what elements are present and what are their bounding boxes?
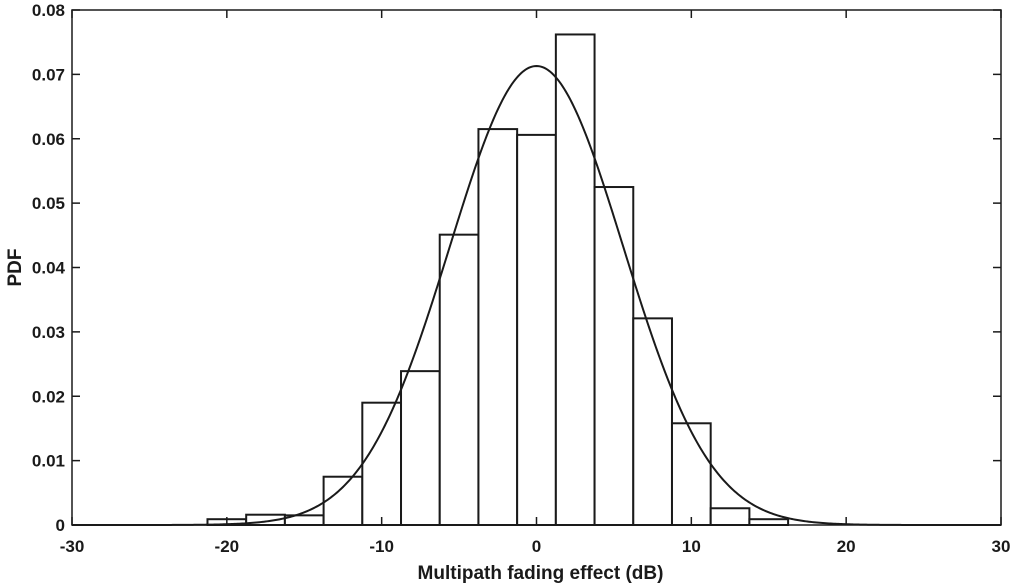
y-tick-label: 0: [56, 516, 65, 535]
y-axis-ticks: 0 0.01 0.02 0.03 0.04 0.05 0.06 0.07 0.08: [32, 1, 1001, 535]
histogram-bar: [516, 133, 557, 526]
histogram-bar: [477, 128, 519, 526]
histogram-bar: [709, 507, 751, 527]
x-tick-label: 20: [837, 537, 856, 556]
histogram-bar: [438, 233, 480, 526]
histogram-bar: [400, 370, 441, 526]
x-tick-label: 30: [992, 537, 1011, 556]
y-tick-label: 0.05: [32, 194, 65, 213]
y-tick-label: 0.06: [32, 130, 65, 149]
y-tick-label: 0.04: [32, 259, 66, 278]
histogram-bar: [361, 401, 403, 526]
histogram-bar: [593, 186, 635, 526]
y-tick-label: 0.02: [32, 387, 65, 406]
y-tick-label: 0.01: [32, 452, 65, 471]
x-axis-title: Multipath fading effect (dB): [418, 563, 664, 583]
histogram-bar: [322, 475, 364, 526]
x-tick-label: 0: [532, 537, 541, 556]
y-tick-label: 0.03: [32, 323, 65, 342]
x-tick-label: -20: [215, 537, 240, 556]
y-axis-title: PDF: [5, 249, 26, 287]
histogram-bar: [748, 518, 790, 526]
x-tick-label: 10: [682, 537, 701, 556]
x-tick-label: -10: [369, 537, 394, 556]
y-tick-label: 0.08: [32, 1, 65, 20]
y-tick-label: 0.07: [32, 65, 65, 84]
histogram-bar: [554, 33, 596, 527]
x-tick-label: -30: [60, 537, 85, 556]
x-axis-ticks: -30 -20 -10 0 10 20 30: [60, 10, 1011, 556]
histogram-bar: [670, 422, 712, 527]
histogram-bar: [632, 317, 673, 527]
